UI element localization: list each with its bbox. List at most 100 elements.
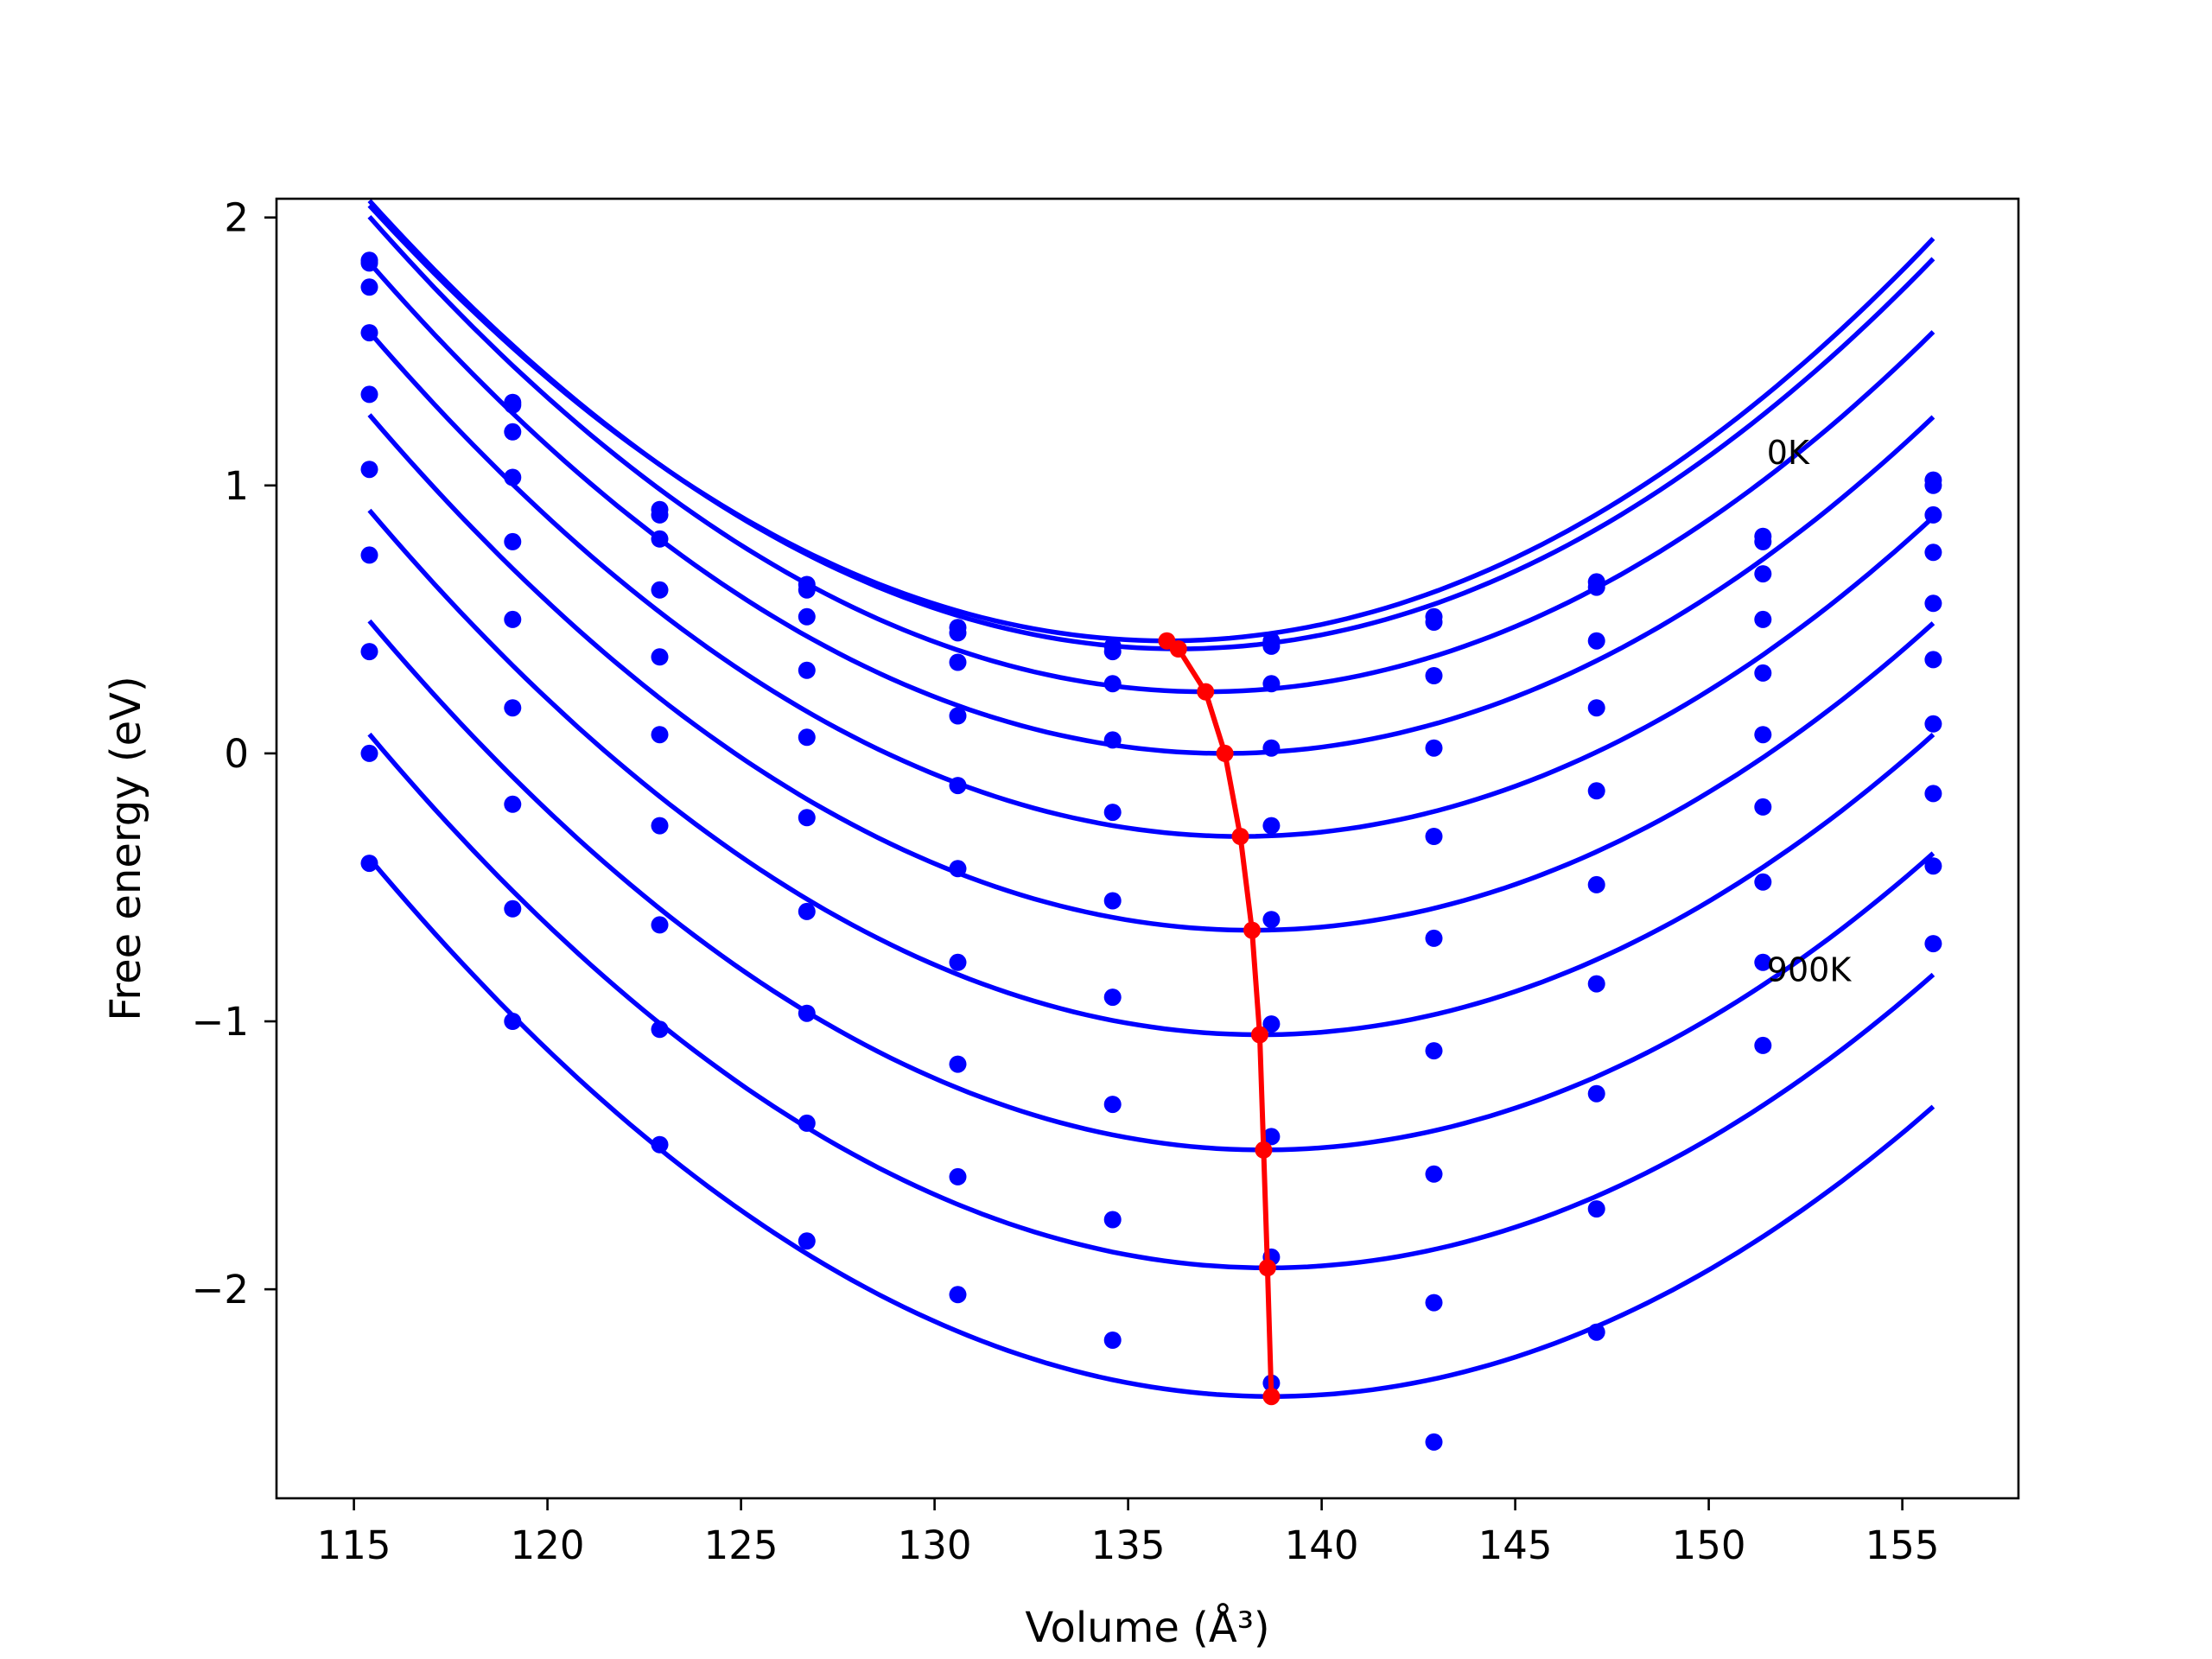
- minimum-line-group: [1158, 632, 1281, 1406]
- data-point-s4-2: [651, 648, 669, 666]
- minimum-point-9: [1262, 1388, 1281, 1406]
- data-point-s3-1: [504, 468, 522, 486]
- data-point-s7-9: [1754, 873, 1772, 891]
- y-axis-label: Free energy (eV): [102, 676, 150, 1020]
- data-point-s2-0: [360, 278, 378, 296]
- data-point-s3-8: [1587, 699, 1605, 717]
- data-point-s6-9: [1754, 798, 1772, 816]
- data-point-s7-5: [1103, 1096, 1122, 1114]
- data-point-s3-0: [360, 324, 378, 342]
- fit-curve-1: [367, 199, 1936, 652]
- y-tick-label-0: −2: [192, 1267, 249, 1313]
- data-point-s2-7: [1425, 667, 1443, 684]
- data-point-s9-9: [1754, 1036, 1772, 1054]
- minimum-point-6: [1250, 1026, 1268, 1044]
- data-point-s4-0: [360, 385, 378, 404]
- fit-curve-7: [367, 619, 1936, 1153]
- data-point-s9-4: [949, 1286, 967, 1304]
- data-point-s8-2: [651, 1020, 669, 1039]
- x-tick-label-8: 155: [1866, 1522, 1940, 1568]
- fit-curves: [367, 199, 1936, 1399]
- x-tick-label-5: 140: [1285, 1522, 1359, 1568]
- data-point-s1-5: [1103, 643, 1122, 661]
- data-point-s2-3: [798, 607, 816, 626]
- data-point-s3-7: [1425, 739, 1443, 757]
- data-point-s5-9: [1754, 726, 1772, 744]
- fit-curve-9: [367, 856, 1936, 1399]
- data-point-s9-10: [1924, 935, 1942, 953]
- data-point-s1-2: [651, 505, 669, 524]
- fit-curve-4: [367, 330, 1936, 839]
- minimum-point-2: [1197, 683, 1215, 701]
- data-point-s8-1: [504, 899, 522, 918]
- data-point-s9-7: [1425, 1433, 1443, 1451]
- data-point-s5-0: [360, 461, 378, 479]
- data-point-s8-10: [1924, 857, 1942, 875]
- data-point-s7-3: [798, 1004, 816, 1022]
- data-point-s1-6: [1262, 637, 1281, 655]
- data-point-s4-3: [798, 728, 816, 747]
- minimum-point-1: [1169, 640, 1187, 658]
- data-point-s8-9: [1754, 953, 1772, 971]
- minimum-point-3: [1216, 744, 1234, 762]
- x-tick-label-3: 130: [898, 1522, 972, 1568]
- y-tick-label-4: 2: [224, 195, 249, 241]
- data-point-s2-4: [949, 653, 967, 671]
- data-point-s8-8: [1587, 1200, 1605, 1218]
- x-tick-label-4: 135: [1091, 1522, 1166, 1568]
- data-point-s9-8: [1587, 1323, 1605, 1341]
- data-point-s9-3: [798, 1232, 816, 1250]
- data-point-s3-6: [1262, 739, 1281, 757]
- data-point-s7-10: [1924, 785, 1942, 803]
- annotation-0k: 0K: [1767, 434, 1810, 472]
- data-point-s7-0: [360, 643, 378, 661]
- data-point-s4-5: [1103, 804, 1122, 822]
- x-tick-label-2: 125: [704, 1522, 779, 1568]
- data-point-s4-9: [1754, 664, 1772, 682]
- data-point-s5-8: [1587, 875, 1605, 893]
- data-point-s4-1: [504, 532, 522, 550]
- data-point-s1-3: [798, 581, 816, 599]
- plot-frame: [275, 197, 2020, 1500]
- data-point-s4-4: [949, 777, 967, 795]
- fit-curve-8: [367, 732, 1936, 1271]
- data-point-s6-5: [1103, 988, 1122, 1007]
- data-point-s5-10: [1924, 651, 1942, 669]
- data-point-s2-6: [1262, 675, 1281, 693]
- data-point-s9-5: [1103, 1332, 1122, 1349]
- data-point-s2-1: [504, 423, 522, 441]
- annotation-900k: 900K: [1767, 951, 1853, 989]
- data-point-s2-9: [1754, 565, 1772, 583]
- data-point-s3-9: [1754, 610, 1772, 628]
- data-point-s6-0: [360, 546, 378, 564]
- y-tick-label-2: 0: [224, 731, 249, 777]
- y-tick-label-1: −1: [192, 999, 249, 1045]
- data-point-s6-1: [504, 699, 522, 717]
- data-points: [360, 251, 1942, 1451]
- data-point-s3-2: [651, 581, 669, 599]
- data-point-s2-5: [1103, 675, 1122, 693]
- fit-curve-6: [367, 508, 1936, 1038]
- data-point-s6-7: [1425, 1042, 1443, 1060]
- data-point-s6-3: [798, 902, 816, 920]
- data-point-s7-7: [1425, 1165, 1443, 1183]
- minimum-line: [1165, 639, 1274, 1397]
- data-point-s2-8: [1587, 632, 1605, 650]
- minimum-point-4: [1231, 828, 1249, 845]
- data-point-s1-9: [1754, 532, 1772, 550]
- data-point-s4-8: [1587, 782, 1605, 800]
- x-axis-label: Volume (Å³): [1025, 1603, 1269, 1652]
- y-axis-ticks: −2 −1 0 1 2: [192, 195, 276, 1313]
- data-point-s4-6: [1262, 817, 1281, 835]
- x-tick-label-0: 115: [317, 1522, 391, 1568]
- data-point-s3-4: [949, 707, 967, 725]
- data-point-s1-10: [1924, 476, 1942, 494]
- minimum-point-5: [1243, 921, 1261, 939]
- data-point-s8-7: [1425, 1294, 1443, 1312]
- data-point-s7-1: [504, 795, 522, 813]
- x-tick-label-1: 120: [511, 1522, 585, 1568]
- data-point-s5-7: [1425, 929, 1443, 947]
- fit-curve-2: [367, 214, 1936, 695]
